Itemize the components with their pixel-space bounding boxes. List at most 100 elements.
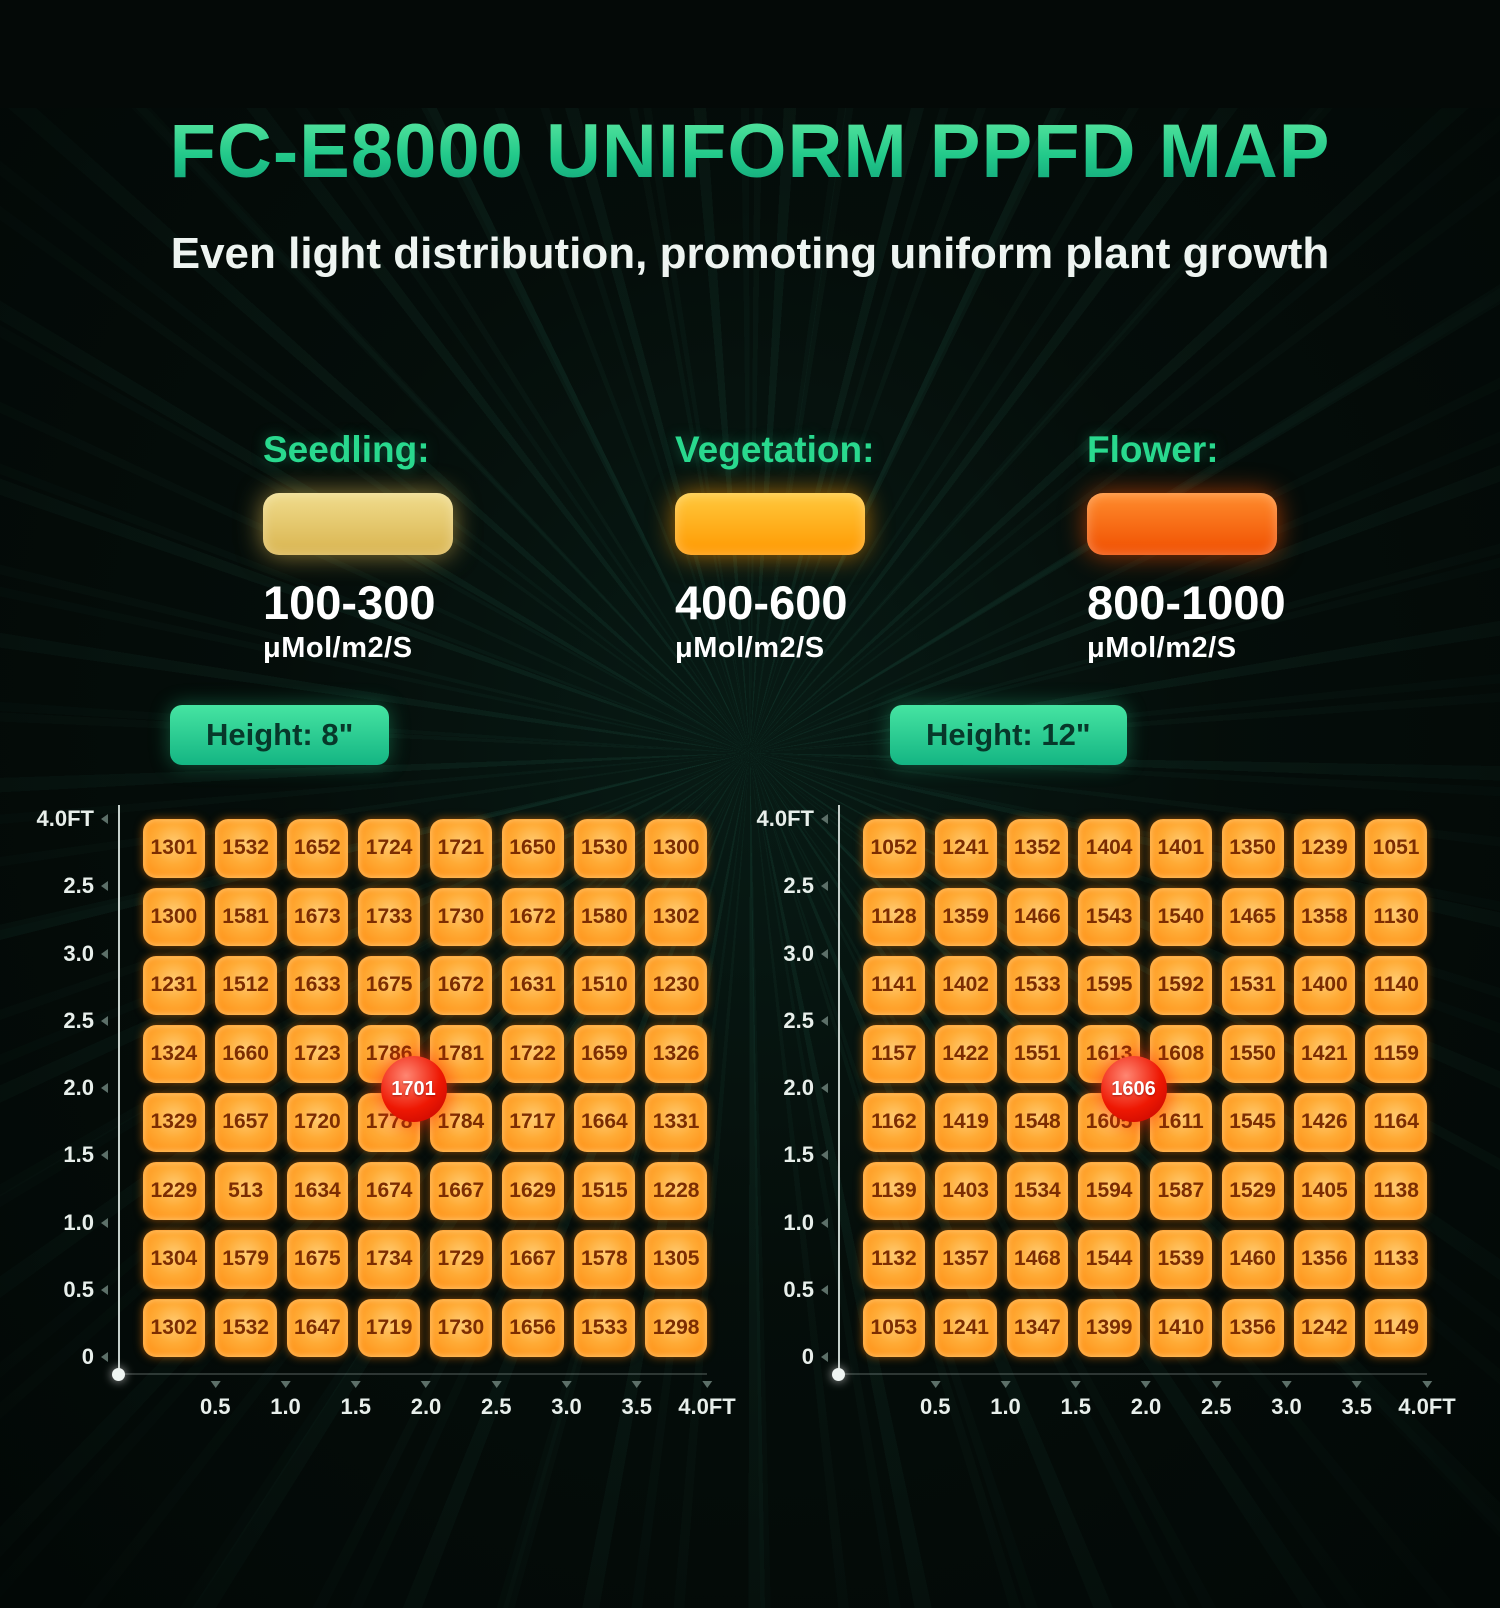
y-axis-label-text: 3.0 — [63, 940, 94, 966]
flower-label: Flower: — [1087, 429, 1219, 470]
ppfd-cell: 1724 — [358, 819, 420, 878]
x-axis-label: 4.0FT — [1398, 1381, 1456, 1420]
seedling-unit: μMol/m2/S — [263, 632, 413, 664]
axis-tick-icon — [821, 948, 828, 959]
ppfd-cell: 1647 — [286, 1298, 349, 1357]
x-axis-label: 2.0 — [1131, 1381, 1161, 1420]
ppfd-cell: 1130 — [1365, 887, 1427, 946]
ppfd-cell: 1242 — [1293, 1298, 1356, 1357]
x-axis-label-text: 3.5 — [621, 1394, 653, 1419]
ppfd-cell: 1580 — [573, 887, 636, 946]
axis-tick-icon — [821, 1083, 828, 1093]
ppfd-cell: 1231 — [143, 956, 205, 1015]
ppfd-cell: 1468 — [1006, 1230, 1069, 1289]
x-axis-label-text: 3.0 — [1271, 1394, 1302, 1419]
ppfd-cell: 1532 — [214, 1298, 277, 1357]
ppfd-cell: 1539 — [1150, 1230, 1212, 1289]
x-axis: 0.5 1.0 1.5 2.0 2.5 3.0 3.5 4.0FT — [145, 1373, 736, 1437]
axis-tick-icon — [1211, 1381, 1222, 1388]
legend-item-vegetation: Vegetation: 400-600 μMol/m2/S — [675, 429, 975, 665]
x-axis-label-text: 3.0 — [551, 1394, 582, 1419]
legend: Seedling: 100-300 μMol/m2/S Vegetation: … — [263, 429, 1500, 665]
ppfd-cell: 1350 — [1221, 819, 1284, 878]
ppfd-cell: 1241 — [934, 819, 997, 878]
ppfd-cell: 1595 — [1078, 956, 1140, 1015]
ppfd-cell: 1400 — [1293, 956, 1356, 1015]
ppfd-cell: 1730 — [430, 887, 492, 946]
x-axis-label-text: 2.5 — [1200, 1394, 1232, 1419]
axis-tick-icon — [821, 1015, 828, 1026]
ppfd-cell: 1675 — [286, 1230, 349, 1289]
page-title: FC-E8000 UNIFORM PPFD MAP — [0, 108, 1500, 195]
x-axis-label: 1.5 — [340, 1381, 371, 1420]
heatmap-grid: 1301 1532 1652 1724 1721 1650 1530 1300 1300 1581… — [143, 819, 707, 1357]
chart-height-8: Height: 8" 1301 1532 1652 1724 1721 1650 1530 1… — [37, 705, 736, 1419]
ppfd-cell: 1667 — [430, 1161, 492, 1220]
page-subtitle: Even light distribution, promoting unifo… — [170, 229, 1330, 278]
y-axis-label: 1.5 — [783, 1142, 828, 1168]
ppfd-cell: 1657 — [214, 1093, 277, 1152]
charts: Height: 8" 1301 1532 1652 1724 1721 1650 1530 1… — [0, 705, 1500, 1419]
ppfd-cell: 1674 — [358, 1161, 420, 1220]
ppfd-cell: 1579 — [214, 1230, 277, 1289]
ppfd-cell: 1164 — [1365, 1093, 1427, 1152]
ppfd-cell: 1401 — [1150, 819, 1212, 878]
ppfd-cell: 1650 — [501, 819, 564, 878]
ppfd-cell: 1594 — [1078, 1161, 1140, 1220]
ppfd-cell: 1551 — [1006, 1024, 1069, 1083]
y-axis-label: 0.5 — [783, 1277, 828, 1303]
ppfd-cell: 1540 — [1150, 887, 1212, 946]
ppfd-cell: 1302 — [143, 1298, 205, 1357]
ppfd-cell: 1734 — [358, 1230, 420, 1289]
ppfd-cell: 1128 — [863, 887, 925, 946]
flower-range: 800-1000 — [1087, 576, 1286, 629]
axis-tick-icon — [1141, 1381, 1151, 1388]
ppfd-cell: 1133 — [1365, 1230, 1427, 1289]
axis-tick-icon — [821, 881, 828, 892]
x-axis-label: 1.0 — [270, 1381, 301, 1420]
axis-tick-icon — [702, 1381, 712, 1388]
ppfd-cell: 1660 — [214, 1024, 277, 1083]
axis-tick-icon — [101, 881, 108, 892]
ppfd-cell: 1532 — [214, 819, 277, 878]
ppfd-cell: 1324 — [143, 1024, 205, 1083]
x-axis-label-text: 1.0 — [270, 1394, 301, 1419]
axis-tick-icon — [1351, 1381, 1362, 1388]
x-axis-label: 2.5 — [481, 1381, 512, 1420]
ppfd-cell: 1652 — [286, 819, 349, 878]
ppfd-cell: 1149 — [1365, 1298, 1427, 1357]
axis-tick-icon — [101, 1352, 108, 1362]
axis-tick-icon — [101, 814, 108, 824]
plot-area: 1301 1532 1652 1724 1721 1650 1530 1300 1300 1581… — [37, 805, 736, 1419]
x-axis-label: 3.5 — [1341, 1381, 1372, 1420]
ppfd-cell: 1138 — [1365, 1161, 1427, 1220]
ppfd-cell: 1139 — [863, 1161, 925, 1220]
ppfd-cell: 1529 — [1221, 1161, 1284, 1220]
axis-tick-icon — [101, 948, 108, 959]
ppfd-cell: 1399 — [1078, 1298, 1140, 1357]
ppfd-cell: 1673 — [286, 887, 349, 946]
ppfd-cell: 1592 — [1150, 956, 1212, 1015]
axis-tick-icon — [101, 1015, 108, 1026]
ppfd-cell: 1730 — [430, 1298, 492, 1357]
x-axis-label-text: 1.5 — [1060, 1394, 1092, 1419]
axis-tick-icon — [821, 1150, 828, 1161]
vegetation-range: 400-600 — [675, 576, 848, 629]
axis-tick-icon — [1000, 1381, 1011, 1388]
ppfd-cell: 1781 — [430, 1024, 492, 1083]
ppfd-cell: 1402 — [934, 956, 997, 1015]
legend-item-flower: Flower: 800-1000 μMol/m2/S — [1087, 429, 1387, 665]
axis-tick-icon — [1070, 1381, 1081, 1388]
x-axis-label: 1.0 — [990, 1381, 1021, 1420]
ppfd-cell: 1533 — [1006, 956, 1069, 1015]
ppfd-cell: 1581 — [214, 887, 277, 946]
ppfd-cell: 1548 — [1006, 1093, 1069, 1152]
y-axis-label-text: 2.5 — [783, 1007, 814, 1033]
ppfd-cell: 1719 — [358, 1298, 420, 1357]
axis-tick-icon — [561, 1381, 572, 1388]
ppfd-cell: 1404 — [1078, 819, 1140, 878]
x-axis-label: 2.0 — [411, 1381, 441, 1420]
ppfd-cell: 1723 — [286, 1024, 349, 1083]
ppfd-cell: 1426 — [1293, 1093, 1356, 1152]
x-axis-label-text: 2.5 — [480, 1394, 512, 1419]
